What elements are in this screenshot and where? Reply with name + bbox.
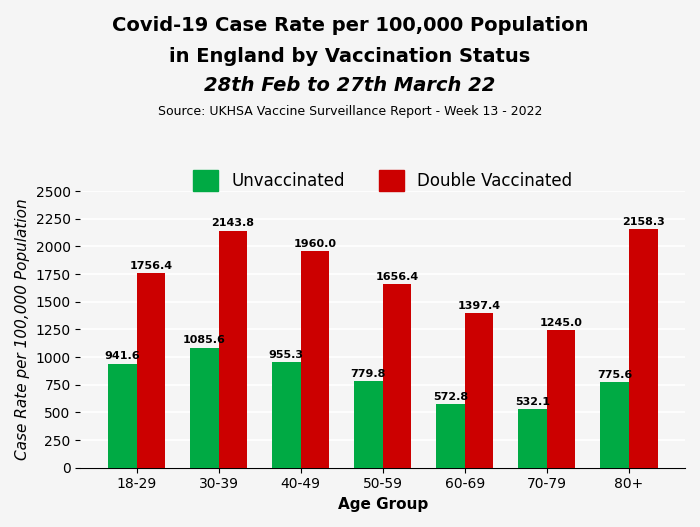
Bar bbox=[272, 362, 301, 468]
Text: Covid-19 Case Rate per 100,000 Population: Covid-19 Case Rate per 100,000 Populatio… bbox=[112, 16, 588, 35]
Text: 775.6: 775.6 bbox=[597, 370, 632, 380]
Bar bbox=[354, 382, 383, 468]
Bar bbox=[136, 274, 165, 468]
Y-axis label: Case Rate per 100,000 Population: Case Rate per 100,000 Population bbox=[15, 199, 30, 460]
Bar bbox=[383, 285, 412, 468]
Bar bbox=[108, 364, 136, 468]
Text: 1656.4: 1656.4 bbox=[375, 272, 419, 282]
Bar bbox=[465, 313, 493, 468]
Bar bbox=[547, 330, 575, 468]
Text: 2143.8: 2143.8 bbox=[211, 218, 255, 228]
Text: 1397.4: 1397.4 bbox=[458, 301, 500, 311]
Bar bbox=[301, 251, 330, 468]
Text: 572.8: 572.8 bbox=[433, 392, 468, 402]
Bar bbox=[600, 382, 629, 468]
Text: 779.8: 779.8 bbox=[351, 369, 386, 379]
X-axis label: Age Group: Age Group bbox=[337, 497, 428, 512]
Text: 1756.4: 1756.4 bbox=[130, 261, 172, 271]
Text: 1960.0: 1960.0 bbox=[293, 239, 337, 249]
Text: 28th Feb to 27th March 22: 28th Feb to 27th March 22 bbox=[204, 76, 496, 95]
Legend: Unvaccinated, Double Vaccinated: Unvaccinated, Double Vaccinated bbox=[187, 163, 579, 197]
Bar bbox=[629, 229, 657, 468]
Text: 955.3: 955.3 bbox=[269, 350, 304, 360]
Bar bbox=[436, 404, 465, 468]
Text: 532.1: 532.1 bbox=[515, 397, 550, 407]
Bar bbox=[190, 348, 218, 468]
Text: in England by Vaccination Status: in England by Vaccination Status bbox=[169, 47, 531, 66]
Bar bbox=[218, 231, 247, 468]
Bar bbox=[518, 409, 547, 468]
Text: Source: UKHSA Vaccine Surveillance Report - Week 13 - 2022: Source: UKHSA Vaccine Surveillance Repor… bbox=[158, 105, 542, 119]
Text: 1085.6: 1085.6 bbox=[183, 335, 225, 345]
Text: 941.6: 941.6 bbox=[104, 352, 140, 362]
Text: 1245.0: 1245.0 bbox=[540, 318, 582, 328]
Text: 2158.3: 2158.3 bbox=[622, 217, 664, 227]
